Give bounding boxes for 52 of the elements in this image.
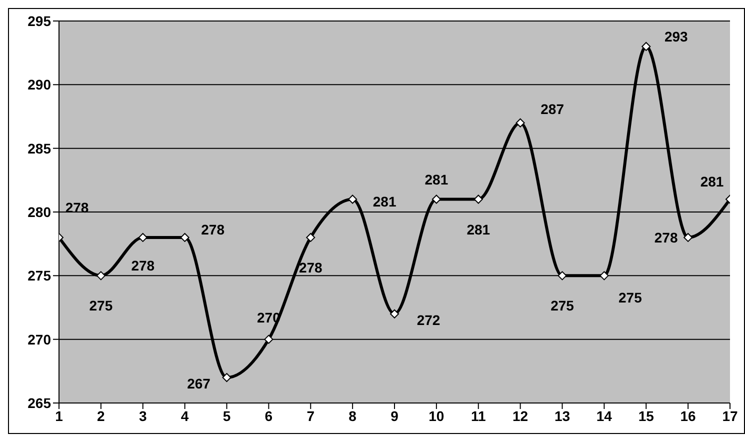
x-tick-label: 12 xyxy=(512,408,528,424)
x-tick-label: 9 xyxy=(390,408,399,424)
y-tick-label: 280 xyxy=(28,204,52,220)
point xyxy=(684,232,693,242)
x-tick-label: 17 xyxy=(722,408,738,424)
point xyxy=(558,271,567,280)
y-tick-label: 275 xyxy=(28,268,52,284)
point xyxy=(222,373,232,382)
data-label: 275 xyxy=(89,298,113,314)
data-label: 293 xyxy=(664,28,688,44)
data-label: 278 xyxy=(201,221,225,238)
x-tick-label: 14 xyxy=(596,408,612,424)
x-tick-label: 1 xyxy=(55,408,64,424)
x-tick-label: 10 xyxy=(428,408,444,424)
x-tick-label: 15 xyxy=(638,408,654,424)
data-label: 281 xyxy=(466,221,490,238)
point xyxy=(600,271,609,280)
y-tick-label: 270 xyxy=(28,331,52,348)
x-tick-label: 13 xyxy=(554,408,570,424)
data-label: 281 xyxy=(424,171,448,188)
x-tick-label: 4 xyxy=(180,408,189,424)
data-label: 275 xyxy=(618,290,642,306)
data-label: 278 xyxy=(131,257,155,274)
data-label: 267 xyxy=(187,376,211,392)
point xyxy=(306,232,316,242)
x-tick-label: 2 xyxy=(97,408,106,424)
data-label: 281 xyxy=(700,173,724,190)
x-tick-label: 5 xyxy=(222,408,231,424)
point xyxy=(264,334,274,344)
y-tick-label: 285 xyxy=(28,140,52,156)
point xyxy=(138,232,148,242)
data-label: 281 xyxy=(372,193,396,210)
data-label: 278 xyxy=(654,229,678,246)
point xyxy=(432,194,441,204)
data-label: 287 xyxy=(540,100,564,117)
data-label: 278 xyxy=(298,259,323,276)
y-tick-label: 295 xyxy=(28,12,52,29)
x-tick-label: 7 xyxy=(306,408,315,424)
x-tick-label: 3 xyxy=(138,408,147,424)
y-tick-label: 290 xyxy=(28,76,52,93)
x-tick-label: 6 xyxy=(264,408,273,424)
x-tick-label: 11 xyxy=(470,408,486,424)
point xyxy=(642,42,651,51)
data-label: 272 xyxy=(416,312,440,328)
point xyxy=(348,194,358,204)
point xyxy=(516,118,525,128)
data-label: 275 xyxy=(550,298,574,314)
point xyxy=(390,309,399,318)
x-tick-label: 8 xyxy=(348,408,357,424)
point xyxy=(96,271,106,280)
y-tick-label: 265 xyxy=(28,394,52,411)
x-tick-label: 16 xyxy=(680,408,696,424)
